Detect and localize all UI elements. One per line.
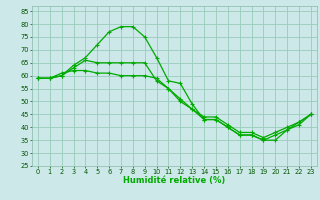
X-axis label: Humidité relative (%): Humidité relative (%): [123, 176, 226, 185]
